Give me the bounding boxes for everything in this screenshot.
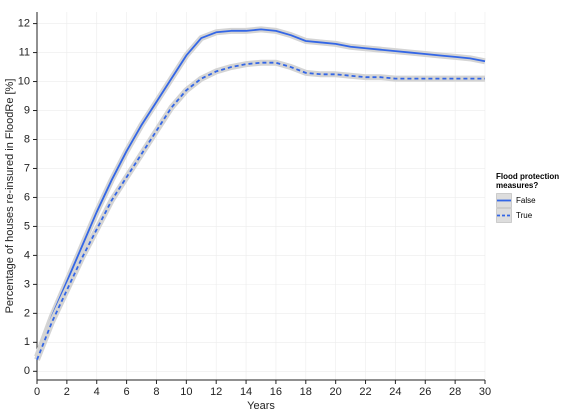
x-tick-label: 2	[64, 386, 70, 398]
x-tick-label: 16	[270, 386, 282, 398]
legend-title: Flood protection measures?	[496, 172, 560, 190]
legend-item: False	[496, 193, 584, 208]
y-tick-label: 11	[19, 46, 30, 58]
x-tick-label: 8	[153, 386, 159, 398]
x-tick-label: 10	[180, 386, 192, 398]
x-axis-label: Years	[247, 400, 275, 412]
legend-label: True	[516, 211, 533, 220]
x-tick-label: 0	[34, 386, 40, 398]
y-tick-label: 3	[24, 278, 30, 290]
x-tick-label: 28	[449, 386, 461, 398]
series-line	[36, 61, 485, 361]
legend-key	[496, 208, 512, 223]
x-tick-label: 4	[94, 386, 100, 398]
y-tick-label: 4	[24, 249, 30, 261]
legend-item: True	[496, 208, 584, 223]
legend-label: False	[516, 196, 536, 205]
y-tick-label: 1	[24, 336, 30, 348]
x-tick-label: 14	[240, 386, 252, 398]
y-tick-label: 0	[24, 365, 30, 377]
x-tick-label: 6	[124, 386, 130, 398]
x-tick-label: 20	[330, 386, 342, 398]
y-tick-label: 8	[24, 133, 30, 145]
y-axis-label: Percentage of houses re-insured in Flood…	[4, 79, 16, 314]
x-tick-label: 30	[479, 386, 491, 398]
y-tick-label: 9	[24, 104, 30, 116]
x-tick-label: 22	[359, 386, 371, 398]
y-tick-label: 7	[24, 162, 30, 174]
x-tick-label: 24	[389, 386, 401, 398]
x-tick-label: 26	[419, 386, 431, 398]
y-tick-label: 12	[18, 17, 30, 29]
y-tick-label: 2	[24, 307, 30, 319]
legend: Flood protection measures? False True	[496, 172, 584, 223]
legend-key	[496, 193, 512, 208]
y-tick-label: 5	[24, 220, 30, 232]
series-line	[36, 28, 486, 358]
y-tick-label: 10	[18, 75, 30, 87]
y-tick-label: 6	[24, 191, 30, 203]
x-tick-label: 18	[300, 386, 312, 398]
confidence-band	[34, 59, 485, 361]
x-tick-label: 12	[210, 386, 222, 398]
